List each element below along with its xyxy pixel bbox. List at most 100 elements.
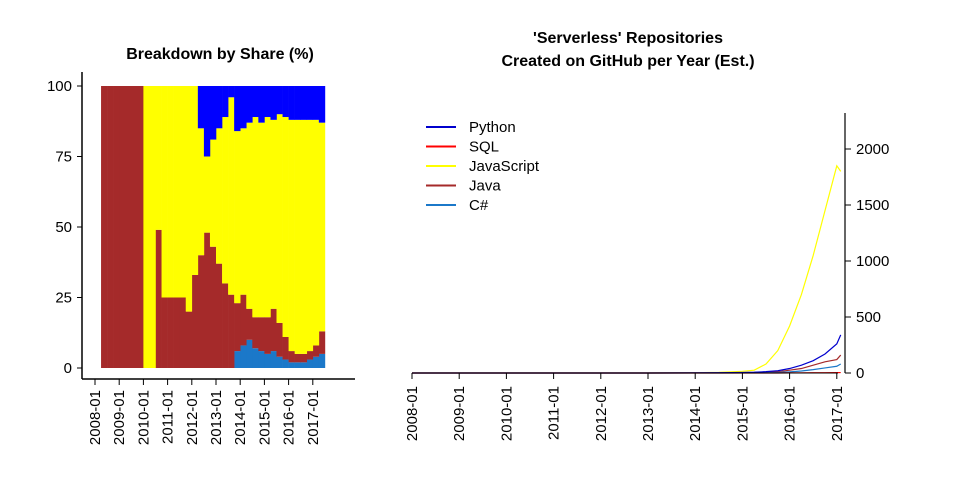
- share-segment: [288, 86, 295, 120]
- share-x-tick-label: 2017-01: [305, 390, 322, 445]
- share-segment: [240, 345, 247, 368]
- share-segment: [252, 348, 259, 368]
- repos-y-tick-label: 1500: [856, 197, 889, 214]
- share-x-tick-label: 2015-01: [256, 390, 273, 445]
- share-segment: [318, 353, 326, 368]
- share-y-tick-label: 75: [55, 149, 72, 166]
- share-axes: 0 25 50 75 100 2008-01 2009-01 2010-01 2011-01 20…: [47, 72, 355, 445]
- share-y-tick-label: 0: [64, 360, 72, 377]
- share-segment: [294, 119, 301, 354]
- share-segment: [246, 122, 253, 309]
- repos-y-tick-label: 2000: [856, 141, 889, 158]
- share-segment: [264, 117, 271, 318]
- share-segment: [197, 255, 205, 368]
- share-segment: [197, 128, 205, 256]
- share-x-tick-label: 2016-01: [281, 390, 298, 445]
- share-segment: [240, 294, 247, 346]
- share-segment: [191, 86, 199, 275]
- share-segment: [252, 317, 259, 349]
- share-segment: [276, 356, 283, 368]
- share-segment: [240, 128, 247, 295]
- share-x-tick-label: 2011-01: [160, 390, 177, 444]
- share-segment: [125, 86, 132, 368]
- share-segment: [264, 86, 271, 118]
- share-segment: [306, 119, 314, 352]
- legend-label: Java: [469, 178, 501, 195]
- share-chart-title: Breakdown by Share (%): [126, 46, 314, 63]
- share-segment: [246, 339, 253, 368]
- share-segment: [209, 139, 217, 247]
- share-segment: [258, 86, 265, 123]
- share-segment: [282, 86, 289, 118]
- share-segment: [288, 362, 295, 368]
- share-segment: [216, 128, 223, 264]
- repos-x-tick-label: 2017-01: [829, 386, 846, 441]
- share-segment: [234, 131, 241, 304]
- share-segment: [107, 86, 114, 368]
- share-segment: [191, 274, 199, 368]
- share-segment: [234, 351, 241, 368]
- share-segment: [258, 351, 265, 368]
- share-segment: [228, 97, 235, 295]
- share-segment: [173, 297, 180, 368]
- share-segment: [167, 297, 174, 368]
- repos-x-tick-label: 2014-01: [687, 386, 704, 441]
- share-segment: [312, 119, 320, 346]
- share-segment: [318, 122, 326, 332]
- repos-chart-subtitle: Created on GitHub per Year (Est.): [501, 53, 754, 70]
- share-segment: [101, 86, 108, 368]
- repos-y-tick-label: 500: [856, 309, 881, 326]
- share-segment: [240, 86, 247, 129]
- share-segment: [234, 303, 241, 352]
- share-segment: [161, 297, 168, 368]
- share-segment: [161, 86, 168, 298]
- series-line-python: [412, 334, 842, 374]
- repos-x-tick-label: 2012-01: [593, 386, 610, 441]
- share-segment: [312, 356, 320, 368]
- share-segment: [294, 86, 301, 120]
- share-segment: [246, 308, 253, 340]
- repos-legend: Python SQL JavaScript Java C#: [426, 119, 540, 214]
- repos-x-tick-label: 2013-01: [640, 386, 657, 441]
- share-segment: [288, 351, 295, 363]
- share-chart: Breakdown by Share (%) 0 25 50 75 100 2008-01…: [47, 46, 355, 445]
- share-segment: [270, 308, 277, 352]
- share-segment: [276, 86, 283, 115]
- share-segment: [234, 86, 241, 132]
- share-segment: [312, 86, 320, 120]
- share-segment: [113, 86, 120, 368]
- share-segment: [216, 86, 223, 129]
- repos-x-tick-label: 2011-01: [546, 386, 563, 440]
- share-segment: [228, 294, 235, 368]
- share-areas: [101, 86, 326, 368]
- share-x-tick-label: 2014-01: [232, 390, 249, 445]
- repos-x-tick-label: 2010-01: [498, 386, 515, 441]
- share-segment: [155, 86, 162, 230]
- share-segment: [258, 317, 265, 352]
- repos-y-tick-label: 1000: [856, 253, 889, 270]
- share-segment: [270, 351, 277, 368]
- repos-x-tick-label: 2016-01: [782, 386, 799, 441]
- share-segment: [294, 362, 301, 368]
- share-segment: [264, 353, 271, 368]
- share-segment: [276, 114, 283, 323]
- share-segment: [173, 86, 180, 298]
- share-y-tick-label: 100: [47, 78, 72, 95]
- share-segment: [185, 311, 193, 368]
- share-segment: [155, 229, 162, 368]
- share-segment: [222, 117, 229, 284]
- share-segment: [222, 283, 229, 368]
- share-segment: [276, 322, 283, 357]
- share-x-tick-label: 2010-01: [135, 390, 152, 445]
- legend-label: C#: [469, 197, 489, 214]
- share-segment: [270, 119, 277, 309]
- share-segment: [228, 86, 235, 98]
- share-segment: [288, 119, 295, 352]
- share-segment: [179, 86, 187, 298]
- share-segment: [179, 297, 187, 368]
- repos-x-tick-label: 2009-01: [451, 386, 468, 441]
- share-segment: [216, 263, 223, 368]
- share-segment: [222, 86, 229, 118]
- legend-label: Python: [469, 119, 516, 136]
- share-segment: [203, 156, 211, 233]
